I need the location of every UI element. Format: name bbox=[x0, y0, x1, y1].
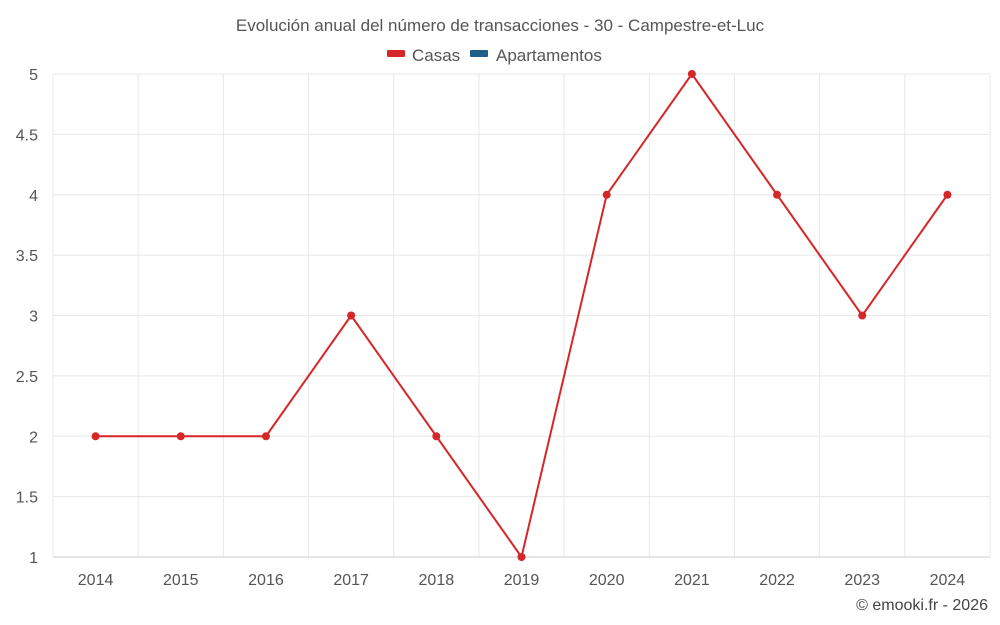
data-point-casas[interactable] bbox=[602, 190, 611, 199]
y-tick-label: 2.5 bbox=[16, 369, 38, 386]
x-tick-label: 2020 bbox=[589, 572, 625, 589]
chart-title: Evolución anual del número de transaccio… bbox=[236, 16, 765, 35]
legend-item-casas[interactable]: Casas bbox=[387, 46, 460, 65]
y-tick-label: 1 bbox=[29, 550, 38, 567]
data-point-casas[interactable] bbox=[432, 432, 441, 441]
x-tick-label: 2016 bbox=[248, 572, 284, 589]
data-point-casas[interactable] bbox=[773, 190, 782, 199]
x-axis-ticks: 2014 2015 2016 2017 2018 2019 2020 2021 2022 2023… bbox=[78, 572, 966, 589]
y-tick-label: 5 bbox=[29, 67, 38, 84]
x-tick-label: 2015 bbox=[163, 572, 199, 589]
y-tick-label: 2 bbox=[29, 429, 38, 446]
series-layer bbox=[91, 70, 952, 561]
y-tick-label: 1.5 bbox=[16, 490, 38, 507]
x-tick-label: 2022 bbox=[759, 572, 795, 589]
legend-label-apartamentos: Apartamentos bbox=[496, 46, 602, 65]
grid bbox=[52, 73, 991, 557]
data-point-casas[interactable] bbox=[687, 70, 696, 78]
x-tick-label: 2018 bbox=[419, 572, 455, 589]
y-tick-label: 3.5 bbox=[16, 248, 38, 265]
data-point-casas[interactable] bbox=[517, 553, 526, 561]
data-point-casas[interactable] bbox=[176, 432, 185, 441]
legend-item-apartamentos[interactable]: Apartamentos bbox=[470, 46, 602, 65]
data-point-casas[interactable] bbox=[858, 311, 867, 320]
data-point-casas[interactable] bbox=[91, 432, 100, 441]
data-point-casas[interactable] bbox=[943, 190, 952, 199]
legend-swatch-apartamentos bbox=[470, 50, 488, 57]
x-tick-label: 2019 bbox=[504, 572, 540, 589]
x-tick-label: 2023 bbox=[844, 572, 880, 589]
y-tick-label: 4 bbox=[29, 188, 38, 205]
y-tick-label: 4.5 bbox=[16, 127, 38, 144]
data-point-casas[interactable] bbox=[261, 432, 270, 441]
x-tick-label: 2021 bbox=[674, 572, 710, 589]
credit-text: © emooki.fr - 2026 bbox=[856, 597, 988, 614]
legend-label-casas: Casas bbox=[412, 46, 460, 65]
y-tick-label: 3 bbox=[29, 309, 38, 326]
x-tick-label: 2024 bbox=[930, 572, 966, 589]
legend-swatch-casas bbox=[387, 50, 405, 57]
x-tick-label: 2017 bbox=[333, 572, 369, 589]
data-point-casas[interactable] bbox=[347, 311, 356, 320]
y-axis-ticks: 1 1.5 2 2.5 3 3.5 4 4.5 5 bbox=[16, 67, 38, 567]
legend: Casas Apartamentos bbox=[387, 46, 602, 65]
x-tick-label: 2014 bbox=[78, 572, 114, 589]
